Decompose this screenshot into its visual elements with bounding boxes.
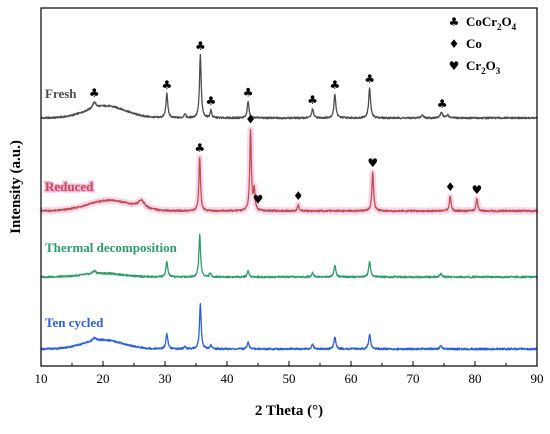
x-tick-label-7: 80 bbox=[469, 371, 482, 386]
phase-marker-0-0: ♣ bbox=[89, 86, 100, 100]
plot-frame bbox=[40, 7, 538, 367]
phase-marker-1-0: ♣ bbox=[194, 141, 205, 155]
legend: ♣ CoCr2O4 ♦ Co ♥ Cr2O3 bbox=[449, 14, 517, 76]
series-layer bbox=[40, 53, 538, 351]
legend-glyph-1: ♦ bbox=[449, 37, 460, 51]
glow-layer bbox=[38, 126, 540, 215]
x-tick-label-5: 60 bbox=[345, 371, 358, 386]
series-label-layer: Fresh Reduced Thermal decomposition Ten cyc… bbox=[44, 86, 178, 330]
series-glow-1 bbox=[38, 126, 540, 215]
legend-entry-2: ♥ Cr2O3 bbox=[449, 58, 501, 76]
phase-marker-1-5: ♦ bbox=[445, 180, 456, 194]
x-tick-label-6: 70 bbox=[407, 371, 420, 386]
x-axis-title: 2 Theta (°) bbox=[255, 403, 323, 419]
phase-marker-0-1: ♣ bbox=[161, 78, 172, 92]
x-tick-label-0: 10 bbox=[35, 371, 48, 386]
x-tick-label-8: 90 bbox=[531, 371, 544, 386]
x-tick-label-1: 20 bbox=[97, 371, 110, 386]
phase-marker-0-2: ♣ bbox=[195, 39, 206, 53]
legend-label-2: Cr2O3 bbox=[466, 58, 501, 76]
phase-marker-1-3: ♦ bbox=[293, 189, 304, 203]
phase-marker-0-4: ♣ bbox=[243, 85, 254, 99]
x-tick-label-2: 30 bbox=[159, 371, 172, 386]
phase-marker-1-6: ♥ bbox=[471, 183, 482, 197]
series-label-2: Thermal decomposition bbox=[45, 240, 178, 255]
series-line-2 bbox=[40, 233, 538, 279]
x-tick-label-3: 40 bbox=[221, 371, 234, 386]
phase-marker-1-1: ♦ bbox=[245, 113, 256, 127]
phase-marker-1-4: ♥ bbox=[367, 156, 378, 170]
series-label-1: Reduced bbox=[45, 179, 94, 194]
marker-layer: ♣ ♣ ♣ ♣ ♣ ♣ ♣ ♣ ♣ ♣ ♦ ♥ ♦ ♥ ♦ ♥ bbox=[89, 39, 482, 207]
phase-marker-0-7: ♣ bbox=[364, 72, 375, 86]
phase-marker-0-3: ♣ bbox=[205, 94, 216, 108]
legend-label-0: CoCr2O4 bbox=[466, 14, 517, 32]
series-label-0: Fresh bbox=[45, 86, 77, 101]
series-label-3: Ten cycled bbox=[45, 315, 104, 330]
x-axis-ticks: 10 20 30 40 50 60 70 80 90 bbox=[35, 361, 544, 386]
y-axis-title: Intensity (a.u.) bbox=[8, 140, 24, 234]
series-line-0 bbox=[40, 53, 538, 120]
legend-entry-1: ♦ Co bbox=[449, 36, 482, 51]
phase-marker-1-2: ♥ bbox=[253, 192, 264, 206]
series-line-3 bbox=[40, 303, 538, 351]
legend-label-1: Co bbox=[466, 36, 482, 51]
series-line-1 bbox=[40, 128, 538, 213]
x-tick-label-4: 50 bbox=[283, 371, 296, 386]
legend-glyph-0: ♣ bbox=[449, 15, 460, 29]
phase-marker-0-8: ♣ bbox=[437, 97, 448, 111]
phase-marker-0-5: ♣ bbox=[307, 93, 318, 107]
legend-glyph-2: ♥ bbox=[449, 59, 460, 73]
phase-marker-0-6: ♣ bbox=[329, 78, 340, 92]
legend-entry-0: ♣ CoCr2O4 bbox=[449, 14, 517, 32]
